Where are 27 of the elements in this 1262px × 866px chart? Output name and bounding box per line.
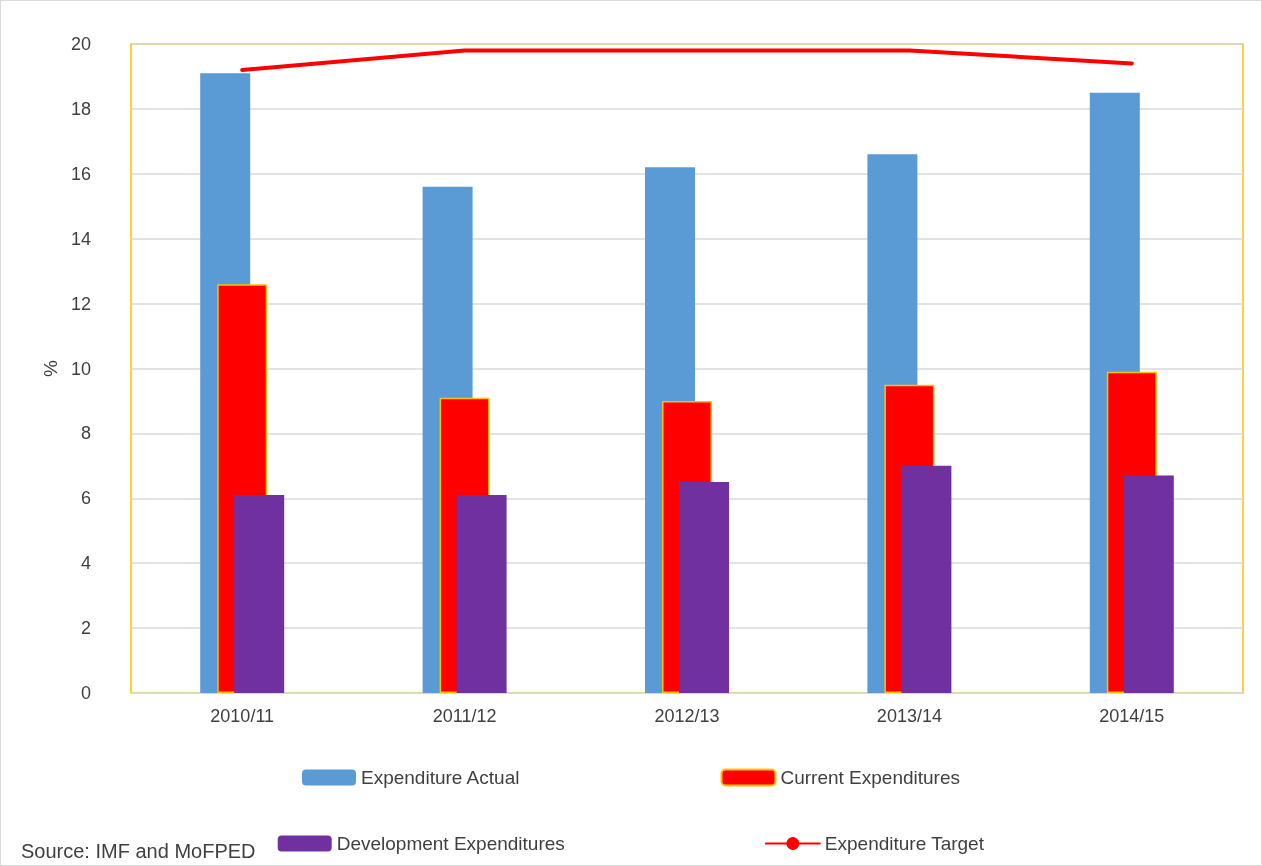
bar <box>1123 475 1174 693</box>
y-tick-label: 20 <box>70 34 91 54</box>
legend-label: Development Expenditures <box>336 833 565 854</box>
legend-label: Expenditure Target <box>824 833 985 854</box>
y-tick-label: 18 <box>70 98 91 119</box>
bar <box>901 465 952 693</box>
y-tick-label: 2 <box>80 618 91 639</box>
y-tick-label: 8 <box>80 423 91 444</box>
y-tick-label: 10 <box>70 358 91 379</box>
source-note: Source: IMF and MoFPED <box>21 840 256 862</box>
y-tick-label: 12 <box>70 293 91 314</box>
y-tick-label: 4 <box>80 553 91 574</box>
bar <box>679 482 729 693</box>
y-tick-label: 6 <box>80 488 91 509</box>
y-tick-label: 16 <box>70 163 91 184</box>
y-axis-title: % <box>40 359 62 377</box>
x-tick-label: 2013/14 <box>876 706 942 726</box>
bar <box>234 495 285 693</box>
legend-label: Current Expenditures <box>780 767 961 788</box>
bar <box>456 495 507 693</box>
y-tick-label: 14 <box>70 228 91 249</box>
legend-label: Expenditure Actual <box>360 767 520 788</box>
x-tick-label: 2014/15 <box>1099 706 1165 726</box>
x-tick-label: 2010/11 <box>210 706 275 726</box>
x-tick-label: 2011/12 <box>432 706 497 726</box>
x-tick-label: 2012/13 <box>654 706 720 726</box>
y-tick-label: 0 <box>80 683 91 703</box>
